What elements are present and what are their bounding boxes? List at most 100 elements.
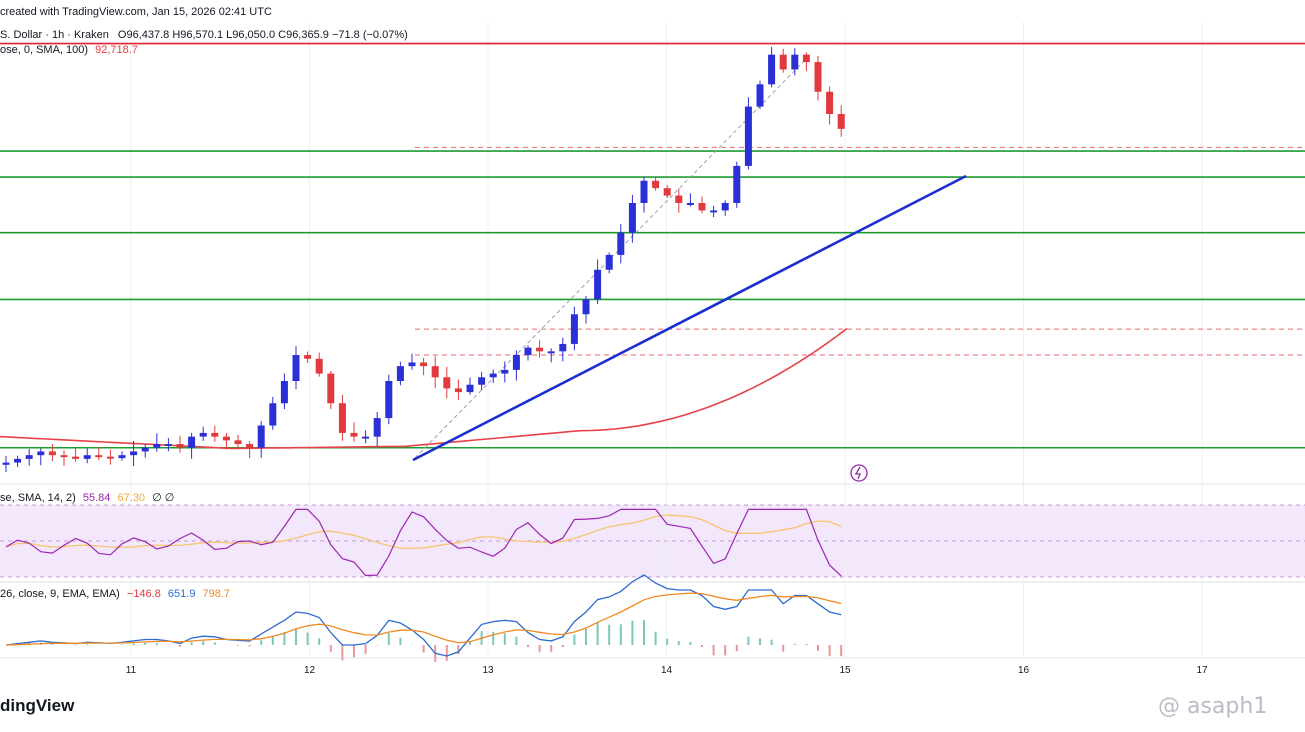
candle-body: [802, 54, 810, 63]
candle-body: [72, 456, 80, 459]
bullish-trendline[interactable]: [412, 174, 967, 462]
sma-name: ose, 0, SMA, 100): [0, 44, 89, 56]
time-tick-label: 11: [126, 665, 137, 676]
candle-body: [570, 314, 578, 344]
candles: [2, 46, 845, 473]
macd-value: 651.9: [167, 588, 196, 600]
candle-body: [582, 299, 590, 315]
rsi-legend: se, SMA, 14, 2) 55.84 67.30 ∅ ∅: [0, 491, 174, 504]
signal-value: 798.7: [202, 588, 231, 600]
rsi-line: [5, 508, 842, 577]
candle-body: [837, 114, 845, 129]
rsi-name: se, SMA, 14, 2): [0, 492, 76, 504]
rsi-ma-line: [5, 514, 842, 550]
candle-body: [338, 403, 346, 433]
candle-body: [466, 384, 474, 393]
candle-body: [756, 84, 764, 107]
candle-body: [292, 355, 300, 381]
candle-body: [222, 436, 230, 441]
macd-hist-value: −146.8: [126, 588, 161, 600]
candle-body: [652, 180, 660, 189]
candle-body: [721, 203, 729, 211]
time-tick-label: 17: [1196, 665, 1208, 676]
time-tick-label: 12: [304, 665, 316, 676]
rsi-value: 55.84: [82, 492, 111, 504]
time-axis: 11 12 13 14 15 16 17: [126, 665, 1208, 676]
candle-body: [164, 444, 172, 447]
candle-body: [420, 362, 428, 367]
candle-body: [199, 432, 207, 437]
replay-bolt: [854, 466, 861, 480]
time-tick-label: 16: [1018, 665, 1030, 676]
candle-body: [547, 351, 555, 354]
candle-body: [443, 377, 451, 389]
replay-icon[interactable]: [850, 464, 868, 482]
watermark: @ asaph1: [1158, 694, 1268, 719]
candle-body: [153, 444, 161, 448]
macd-name: 26, close, 9, EMA, EMA): [0, 588, 120, 600]
candle-body: [211, 432, 219, 437]
candle-body: [130, 451, 138, 456]
candle-body: [605, 254, 613, 270]
rsi-extra: ∅ ∅: [152, 492, 175, 504]
candle-body: [536, 347, 544, 352]
candle-body: [768, 54, 776, 85]
signal-line: [5, 592, 842, 646]
candle-body: [327, 373, 335, 404]
candle-body: [269, 403, 277, 426]
candle-body: [710, 210, 718, 213]
candle-body: [779, 54, 787, 70]
sma-100-line: [0, 328, 848, 450]
candle-body: [315, 358, 323, 374]
time-tick-label: 15: [839, 665, 851, 676]
candle-body: [478, 377, 486, 385]
candle-body: [454, 388, 462, 393]
candle-body: [234, 440, 242, 445]
vertical-grid: [130, 22, 1203, 658]
candle-body: [733, 165, 741, 203]
candle-body: [350, 432, 358, 437]
candle-body: [396, 366, 404, 381]
candle-body: [640, 180, 648, 203]
symbol-name: S. Dollar · 1h · Kraken: [0, 29, 109, 41]
candle-body: [686, 203, 694, 205]
candle-body: [118, 455, 126, 459]
candle-body: [95, 455, 103, 458]
sma-value: 92,718.7: [95, 44, 138, 56]
candle-body: [141, 447, 149, 452]
candle-body: [83, 455, 91, 459]
sma-legend: ose, 0, SMA, 100) 92,718.7: [0, 44, 138, 56]
candle-body: [524, 347, 532, 356]
candle-body: [2, 462, 10, 465]
candle-body: [385, 381, 393, 419]
rsi-ma-value: 67.30: [117, 492, 145, 504]
candle-body: [37, 451, 45, 456]
candle-body: [814, 62, 822, 92]
candle-body: [791, 54, 799, 70]
brand-logo: dingView: [0, 696, 75, 715]
time-tick-label: 13: [482, 665, 494, 676]
candle-body: [559, 343, 567, 352]
candle-body: [594, 269, 602, 300]
macd-histogram: [16, 620, 843, 662]
symbol-legend: S. Dollar · 1h · Kraken O96,437.8 H96,57…: [0, 29, 408, 41]
candle-body: [744, 106, 752, 166]
candle-body: [304, 355, 312, 359]
candle-body: [188, 436, 196, 448]
candle-body: [246, 444, 254, 448]
candle-body: [280, 381, 288, 404]
time-tick-label: 14: [661, 665, 673, 676]
candle-body: [60, 455, 68, 458]
candle-body: [617, 232, 625, 255]
candle-body: [663, 188, 671, 196]
candle-body: [698, 203, 706, 211]
candle-body: [176, 444, 184, 448]
candle-body: [257, 425, 265, 448]
macd-line: [5, 574, 842, 657]
macd-legend: 26, close, 9, EMA, EMA) −146.8 651.9 798…: [0, 588, 230, 600]
candle-body: [373, 418, 381, 437]
candle-body: [512, 355, 520, 370]
horizontal-levels[interactable]: [0, 42, 1305, 449]
candle-body: [408, 362, 416, 367]
